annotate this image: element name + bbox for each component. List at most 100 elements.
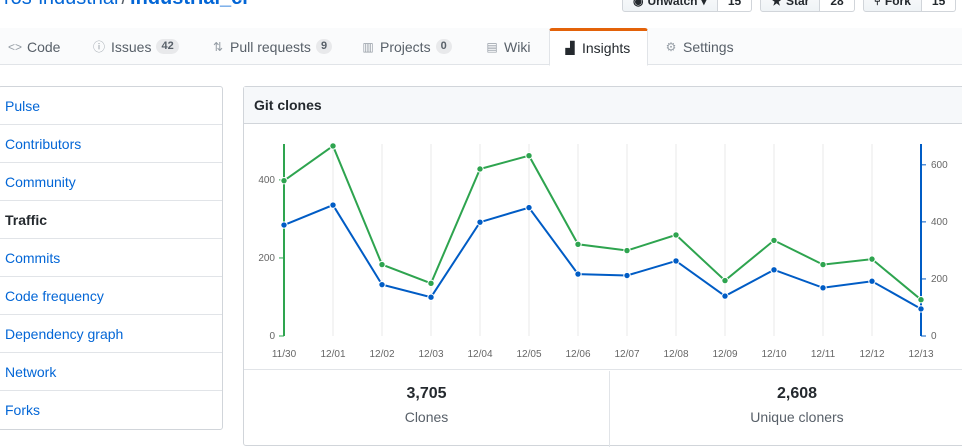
right-axis-tick-label: 400 <box>931 217 948 228</box>
sidebar-item-contributors[interactable]: Contributors <box>0 125 222 163</box>
clones-data-point <box>329 142 337 150</box>
unique-cloners-data-point <box>329 201 337 209</box>
pull-request-icon: ⇅ <box>212 39 224 54</box>
clones-data-point <box>525 152 533 160</box>
clones-data-point <box>574 240 582 248</box>
tab-counter: 0 <box>435 39 452 54</box>
x-axis-tick-label: 12/12 <box>859 349 884 360</box>
sidebar-item-code-frequency[interactable]: Code frequency <box>0 277 222 315</box>
tab-counter: 42 <box>156 39 179 54</box>
clones-data-point <box>917 296 925 304</box>
tab-label: Pull requests <box>230 38 311 55</box>
unwatch-label: Unwatch ▾ <box>647 0 707 8</box>
sidebar-item-forks[interactable]: Forks <box>5 402 40 418</box>
left-axis-tick-label: 400 <box>258 175 275 186</box>
unique-cloners-data-point <box>378 280 386 289</box>
unique-cloners-data-point <box>770 266 778 274</box>
repo-actions: ◉ Unwatch ▾ 15 ★ Star 28 ⑂ Fork 15 <box>622 0 957 12</box>
star-button[interactable]: ★ Star <box>760 0 821 12</box>
clones-data-point <box>868 255 876 263</box>
star-icon: ★ <box>771 0 782 8</box>
tab-label: Issues <box>111 38 152 55</box>
clones-series-line <box>283 144 922 301</box>
sidebar-item-pulse[interactable]: Pulse <box>0 87 222 125</box>
unique-cloners-data-point <box>427 293 435 301</box>
clones-data-point <box>280 176 288 185</box>
star-group: ★ Star 28 <box>760 0 855 12</box>
repo-owner-link[interactable]: ros-industrial <box>4 0 118 9</box>
repo-nav-tabs: <> Code ⓘ Issues 42 ⇅ Pull requests 9 ▥ … <box>0 28 962 66</box>
left-axis-tick-label: 0 <box>269 331 275 342</box>
git-clones-chart: 0 200 400 0 200 400 600 11/30 12/01 12/02 12/03 12/… <box>258 142 948 360</box>
sidebar-item-community[interactable]: Community <box>0 163 222 201</box>
x-axis-tick-label: 12/02 <box>369 349 394 360</box>
tab-insights[interactable]: ▟ Insights <box>549 28 648 66</box>
x-axis-tick-label: 12/13 <box>908 349 933 360</box>
x-axis-tick-label: 12/05 <box>516 349 541 360</box>
clones-label: Clones <box>404 409 449 425</box>
sidebar-item-traffic[interactable]: Traffic <box>0 201 222 239</box>
tab-issues[interactable]: ⓘ Issues 42 <box>92 28 179 65</box>
unique-cloners-data-point <box>525 203 533 212</box>
watch-count[interactable]: 15 <box>717 0 753 12</box>
x-axis-tick-label: 12/10 <box>761 349 786 360</box>
git-clones-title: Git clones <box>244 87 962 124</box>
unwatch-button[interactable]: ◉ Unwatch ▾ <box>622 0 718 12</box>
repo-name-link[interactable]: industrial_ci <box>130 0 248 9</box>
x-axis-tick-label: 11/30 <box>272 349 297 360</box>
insights-sidebar-menu: Pulse Contributors Community Traffic Com… <box>0 86 223 430</box>
unique-cloners-data-point <box>476 218 484 226</box>
eye-icon: ◉ <box>633 0 644 8</box>
project-icon: ▥ <box>362 39 374 54</box>
unique-cloners-data-point <box>623 271 631 280</box>
tab-wiki[interactable]: ▤ Wiki <box>485 28 530 65</box>
unique-cloners-total: 2,608 Unique cloners <box>609 371 962 447</box>
code-icon: <> <box>8 39 23 54</box>
star-label: Star <box>785 0 810 8</box>
x-axis-tick-label: 12/11 <box>811 349 836 360</box>
x-axis-tick-label: 12/07 <box>614 349 639 360</box>
unique-cloners-data-point <box>917 305 925 313</box>
left-axis-tick-label: 200 <box>258 253 275 264</box>
x-axis-tick-label: 12/01 <box>320 349 345 360</box>
clones-data-point <box>819 260 827 269</box>
clones-data-point <box>672 231 680 239</box>
sidebar-item-network[interactable]: Network <box>0 353 222 391</box>
star-count[interactable]: 28 <box>820 0 855 12</box>
tab-label: Settings <box>683 38 734 55</box>
tab-label: Wiki <box>504 38 531 55</box>
x-axis-tick-label: 12/09 <box>712 349 737 360</box>
tab-label: Code <box>27 38 61 55</box>
right-axis-tick-label: 200 <box>931 274 948 285</box>
watch-group: ◉ Unwatch ▾ 15 <box>622 0 753 12</box>
tab-projects[interactable]: ▥ Projects 0 <box>361 28 452 65</box>
clones-data-point <box>721 276 729 285</box>
clones-data-point <box>476 165 484 173</box>
x-axis-tick-label: 12/06 <box>565 349 590 360</box>
sidebar-item-dependency-graph[interactable]: Dependency graph <box>0 315 222 353</box>
tab-settings[interactable]: ⚙ Settings <box>664 28 734 65</box>
clones-data-point <box>427 279 435 288</box>
unique-cloners-data-point <box>672 257 680 265</box>
unique-cloners-series-line <box>283 203 922 310</box>
right-axis-tick-label: 600 <box>931 160 948 171</box>
graph-icon: ▟ <box>565 41 575 55</box>
fork-label: Fork <box>884 0 911 8</box>
fork-icon: ⑂ <box>873 0 881 8</box>
tab-pull-requests[interactable]: ⇅ Pull requests 9 <box>211 28 333 65</box>
sidebar-item-commits[interactable]: Commits <box>0 239 222 277</box>
gear-icon: ⚙ <box>665 39 677 54</box>
issue-icon: ⓘ <box>92 40 105 54</box>
tab-code[interactable]: <> Code <box>8 28 60 65</box>
tab-label: Projects <box>380 38 431 55</box>
x-axis-tick-label: 12/04 <box>467 349 492 360</box>
fork-count[interactable]: 15 <box>921 0 957 12</box>
clones-data-point <box>770 236 778 245</box>
fork-button[interactable]: ⑂ Fork <box>862 0 922 12</box>
tab-counter: 9 <box>315 39 333 54</box>
clones-count: 3,705 <box>406 385 447 402</box>
unique-cloners-count: 2,608 <box>776 385 818 402</box>
git-clones-chart-area: 0 200 400 0 200 400 600 11/30 12/01 12/02 12/03 12/… <box>244 124 962 370</box>
unique-cloners-data-point <box>868 277 876 285</box>
clones-data-point <box>623 246 631 255</box>
